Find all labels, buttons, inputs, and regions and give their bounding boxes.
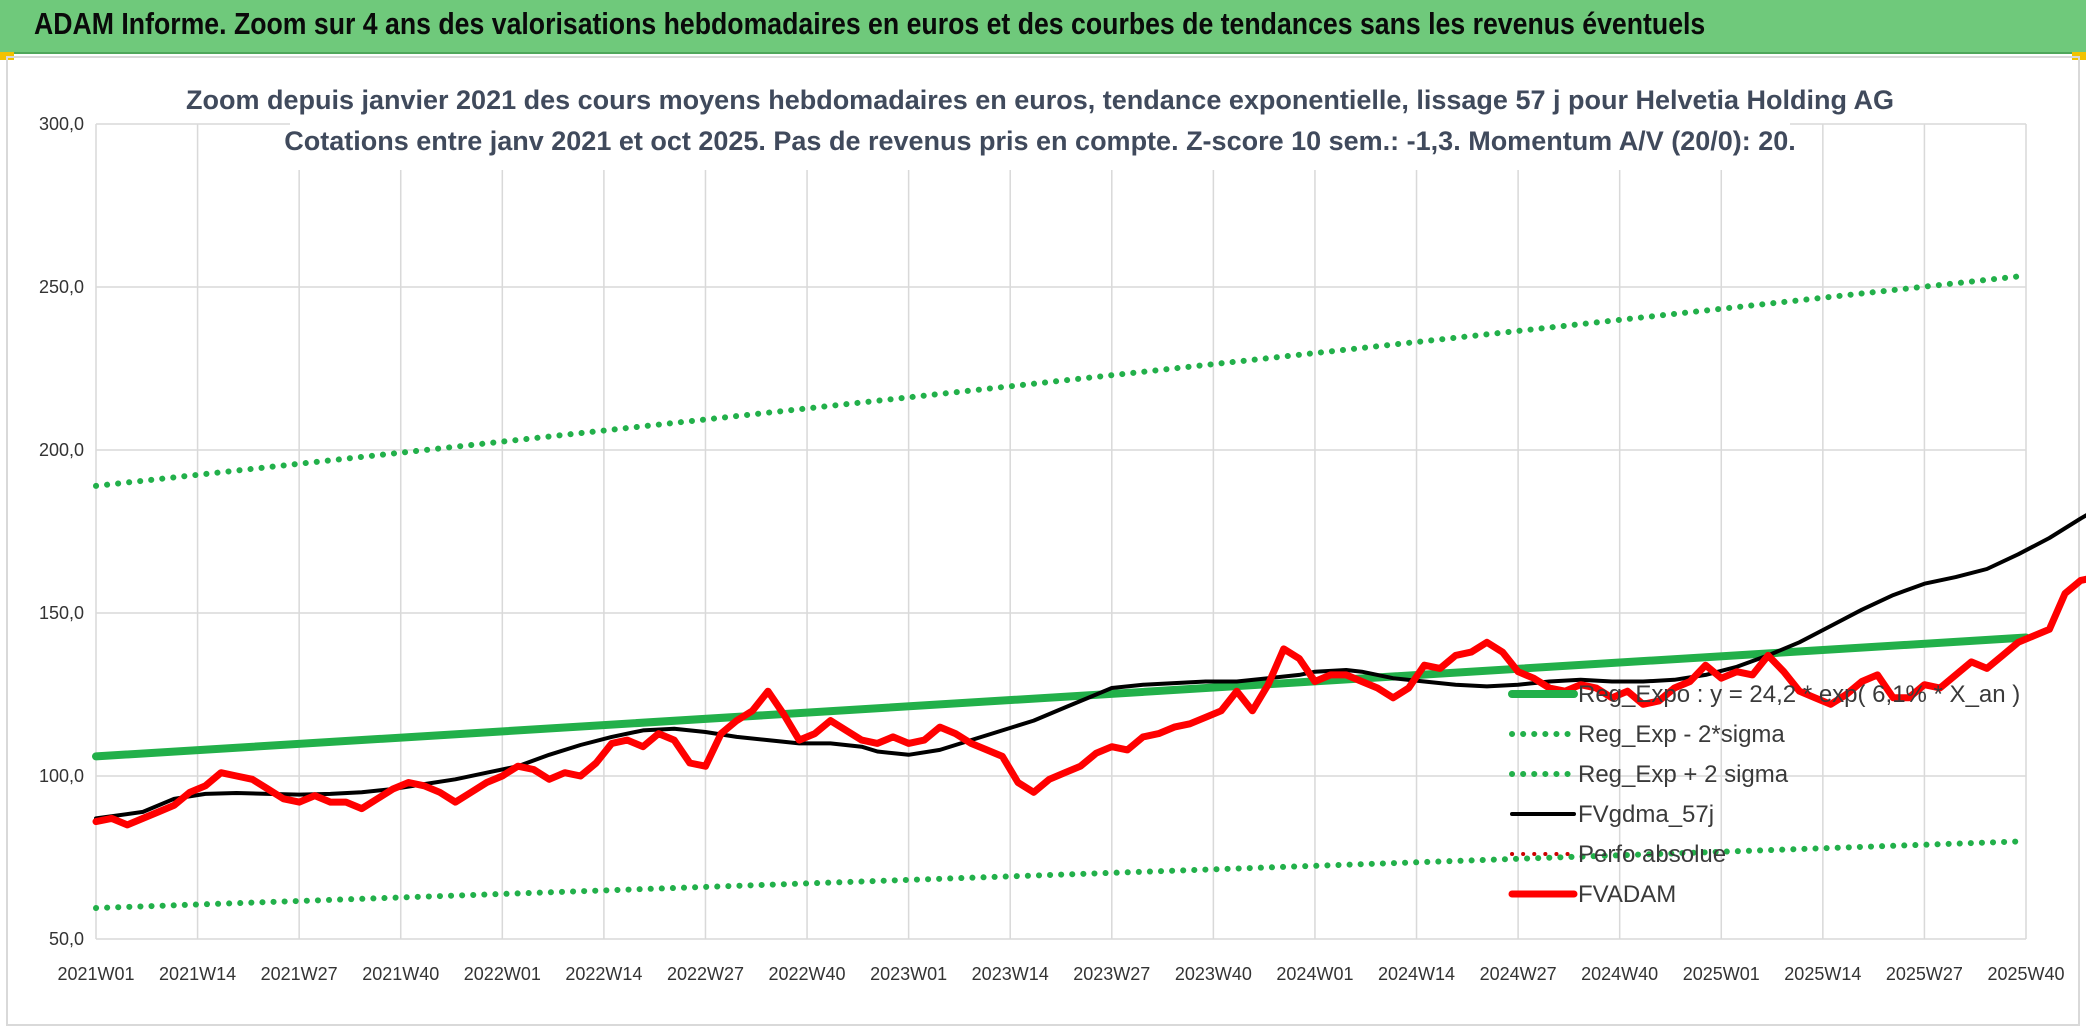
series-line-5	[92, 575, 2086, 829]
x-tick-label: 2024W01	[1276, 964, 1353, 984]
chart-subtitle: Zoom depuis janvier 2021 des cours moyen…	[186, 84, 1894, 170]
x-tick-label: 2021W14	[159, 964, 236, 984]
x-tick-label: 2025W40	[1987, 964, 2064, 984]
x-tick-label: 2022W14	[565, 964, 642, 984]
subtitle-background	[290, 84, 1790, 170]
legend-label-3: FVgdma_57j	[1578, 801, 1714, 828]
chart-title-line-2: Cotations entre janv 2021 et oct 2025. P…	[284, 126, 1796, 156]
x-axis-ticks: 2021W01 2021W14 2021W27 2021W40 2022W01 2022W…	[57, 964, 2064, 984]
x-tick-label: 2022W27	[667, 964, 744, 984]
legend-label-4: Perfo absolue	[1578, 841, 1726, 868]
x-tick-label: 2022W40	[769, 964, 846, 984]
x-tick-label: 2021W27	[261, 964, 338, 984]
x-tick-label: 2024W27	[1480, 964, 1557, 984]
y-tick-label: 150,0	[39, 603, 84, 623]
x-tick-label: 2022W01	[464, 964, 541, 984]
y-axis-ticks: 50,0 100,0 150,0 200,0 250,0 300,0	[39, 114, 84, 949]
legend-label-2: Reg_Exp + 2 sigma	[1578, 761, 1789, 788]
series-line-2	[93, 272, 2029, 489]
gridlines	[95, 123, 2027, 940]
legend: Reg_Expo : y = 24,2 * exp( 6,1% * X_an )…	[1508, 681, 2020, 908]
chart-title-line-1: Zoom depuis janvier 2021 des cours moyen…	[186, 85, 1894, 115]
report-title: ADAM Informe. Zoom sur 4 ans des valoris…	[34, 6, 1706, 41]
x-tick-label: 2025W01	[1683, 964, 1760, 984]
x-tick-label: 2021W01	[57, 964, 134, 984]
legend-label-1: Reg_Exp - 2*sigma	[1578, 721, 1785, 748]
x-tick-label: 2023W01	[870, 964, 947, 984]
legend-label-0: Reg_Expo : y = 24,2 * exp( 6,1% * X_an )	[1578, 681, 2020, 708]
x-tick-label: 2024W40	[1581, 964, 1658, 984]
x-tick-label: 2025W27	[1886, 964, 1963, 984]
y-tick-label: 300,0	[39, 114, 84, 134]
x-tick-label: 2023W40	[1175, 964, 1252, 984]
x-tick-label: 2023W27	[1073, 964, 1150, 984]
x-tick-label: 2023W14	[972, 964, 1049, 984]
series-line-3	[94, 513, 2086, 821]
x-tick-label: 2024W14	[1378, 964, 1455, 984]
y-tick-label: 200,0	[39, 440, 84, 460]
chart-frame	[6, 56, 2080, 1026]
series	[92, 272, 2086, 911]
y-tick-label: 50,0	[49, 929, 84, 949]
series-line-0	[92, 633, 2030, 761]
y-tick-label: 100,0	[39, 766, 84, 786]
y-tick-label: 250,0	[39, 277, 84, 297]
series-line-1	[93, 838, 2029, 911]
report-banner: ADAM Informe. Zoom sur 4 ans des valoris…	[0, 0, 2086, 54]
x-tick-label: 2025W14	[1784, 964, 1861, 984]
x-tick-label: 2021W40	[362, 964, 439, 984]
legend-label-5: FVADAM	[1578, 881, 1676, 908]
